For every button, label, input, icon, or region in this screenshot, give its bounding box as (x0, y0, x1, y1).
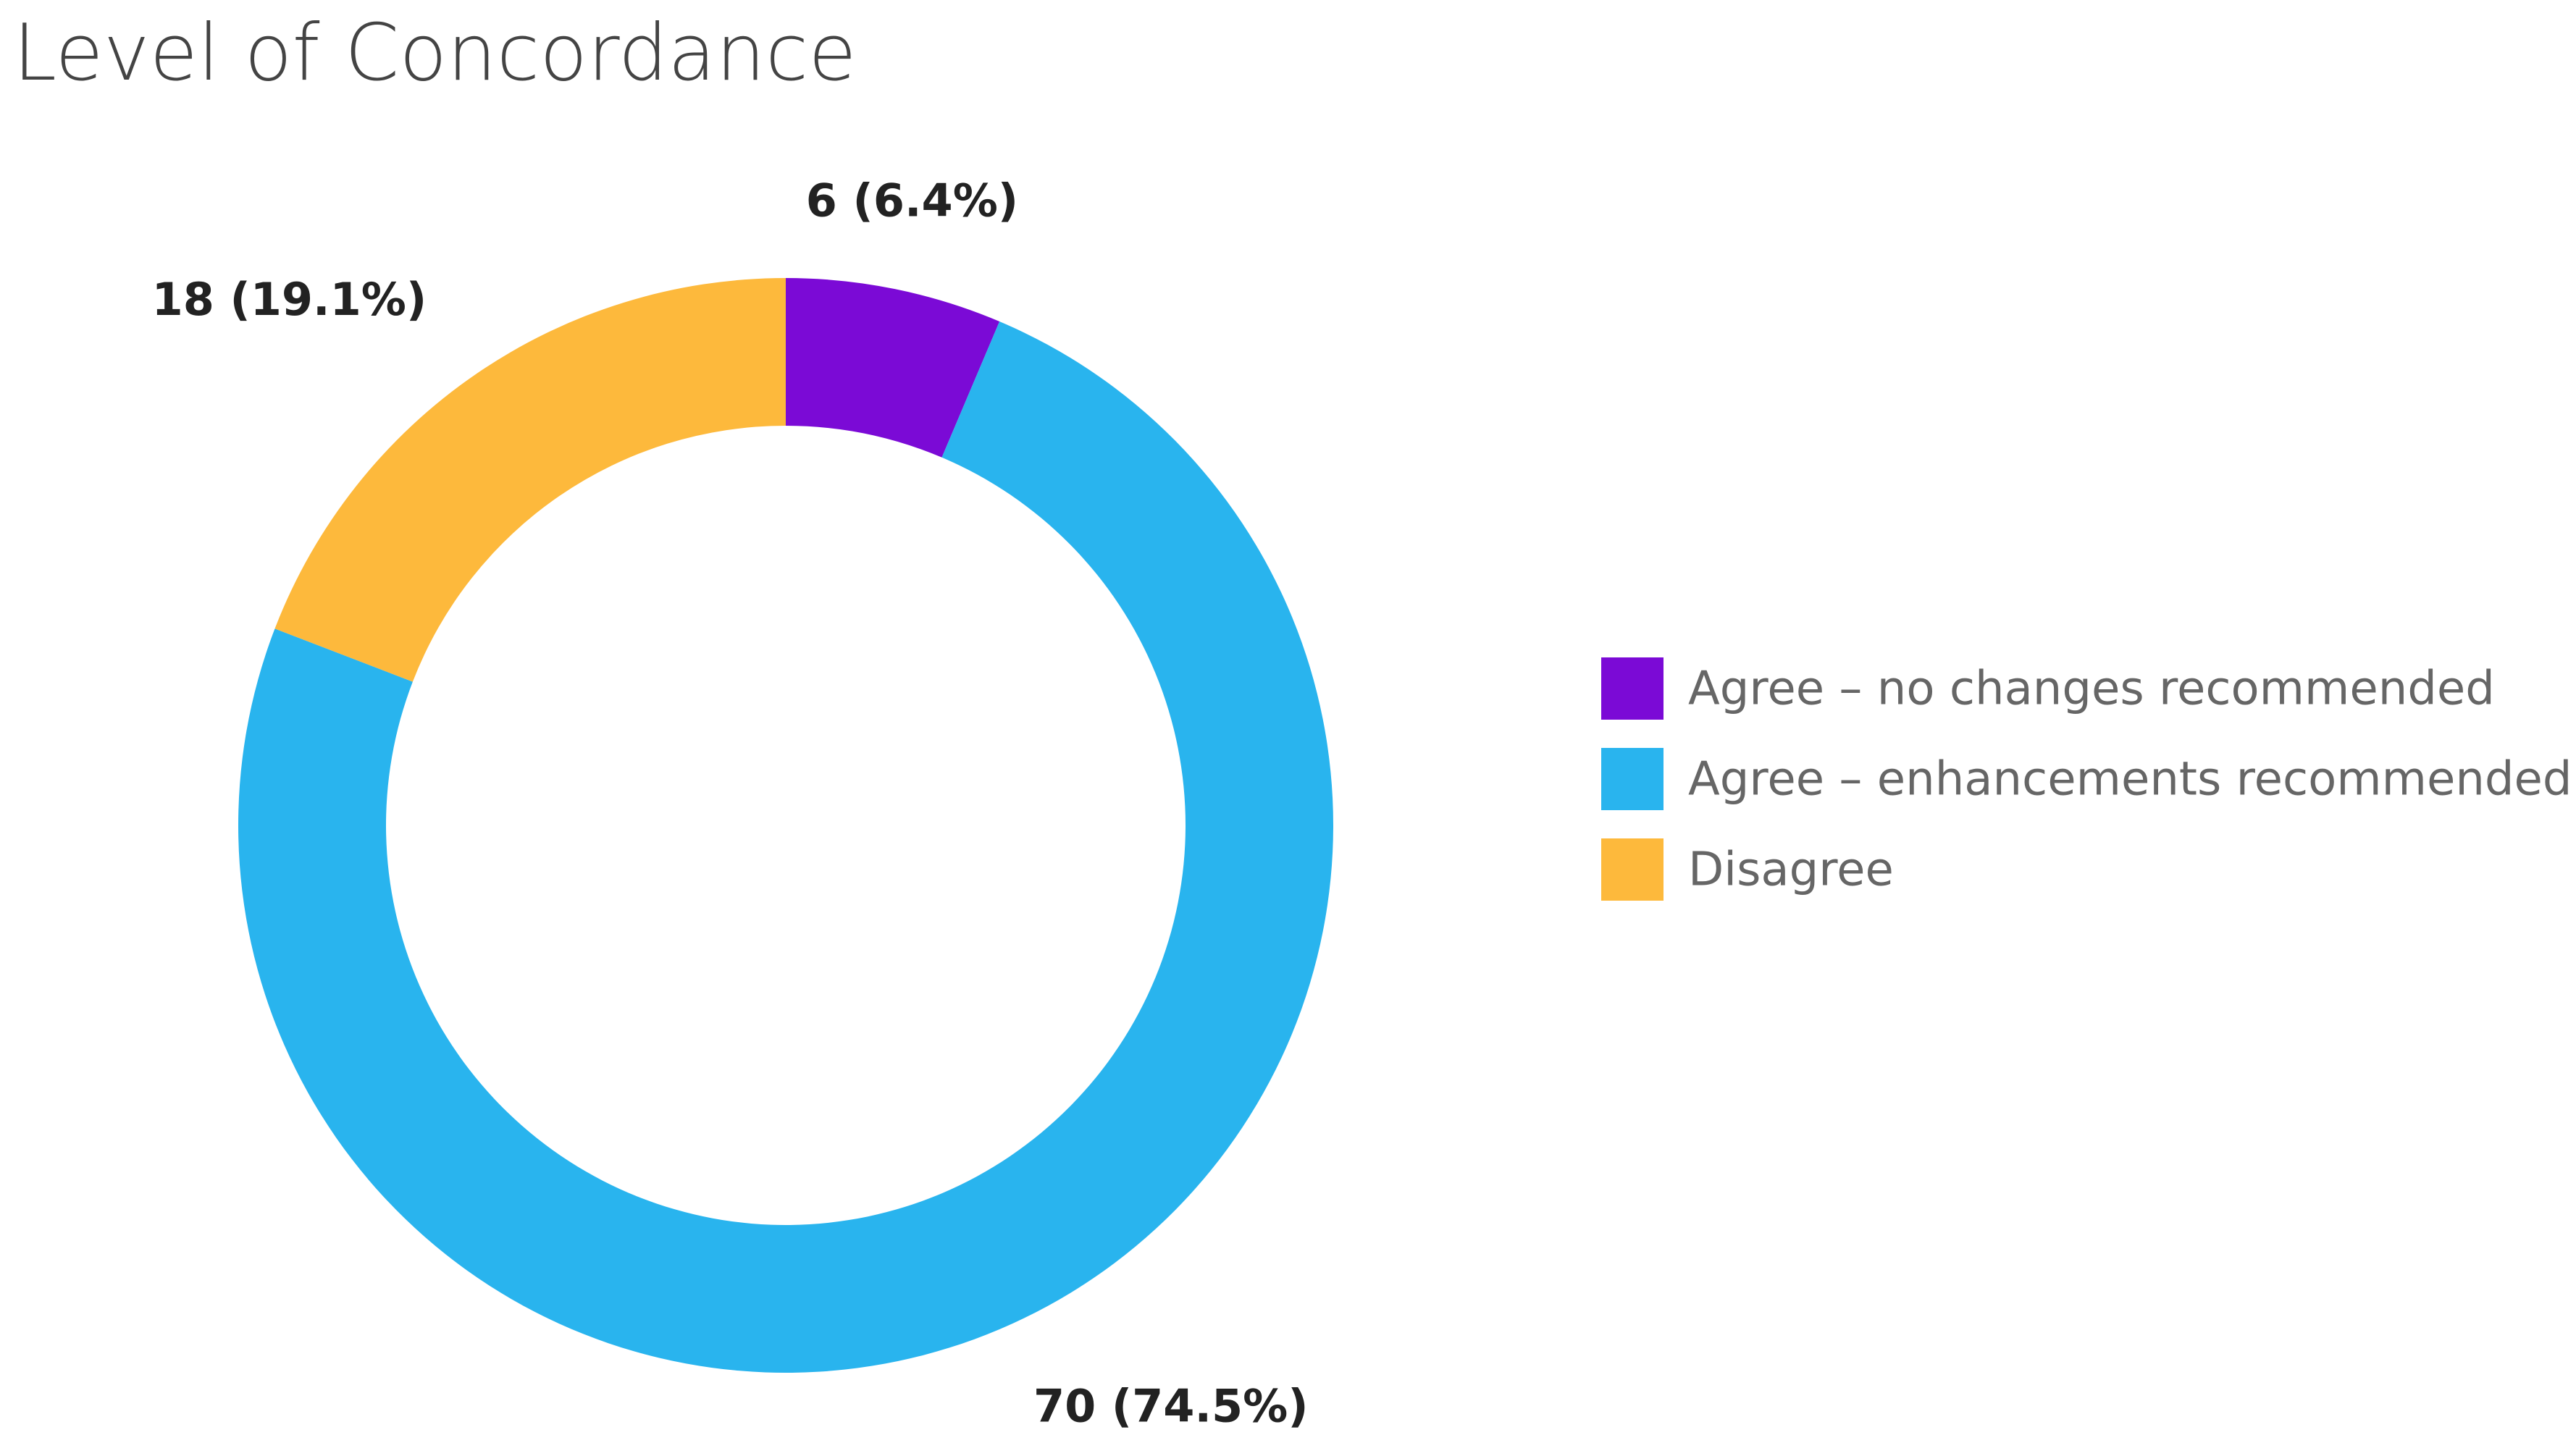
data-label: 6 (6.4%) (806, 174, 1018, 227)
legend-swatch (1601, 748, 1664, 810)
chart-title: Level of Concordance (13, 8, 857, 98)
donut-segment (274, 278, 786, 682)
legend-swatch (1601, 657, 1664, 720)
legend-label: Agree – enhancements recommended (1688, 753, 2572, 807)
legend-label: Disagree (1688, 843, 1894, 897)
legend-label: Agree – no changes recommended (1688, 662, 2495, 716)
donut-segment (786, 278, 1000, 458)
data-label: 18 (19.1%) (152, 273, 427, 326)
legend-swatch (1601, 838, 1664, 901)
data-label: 70 (74.5%) (1033, 1380, 1309, 1433)
